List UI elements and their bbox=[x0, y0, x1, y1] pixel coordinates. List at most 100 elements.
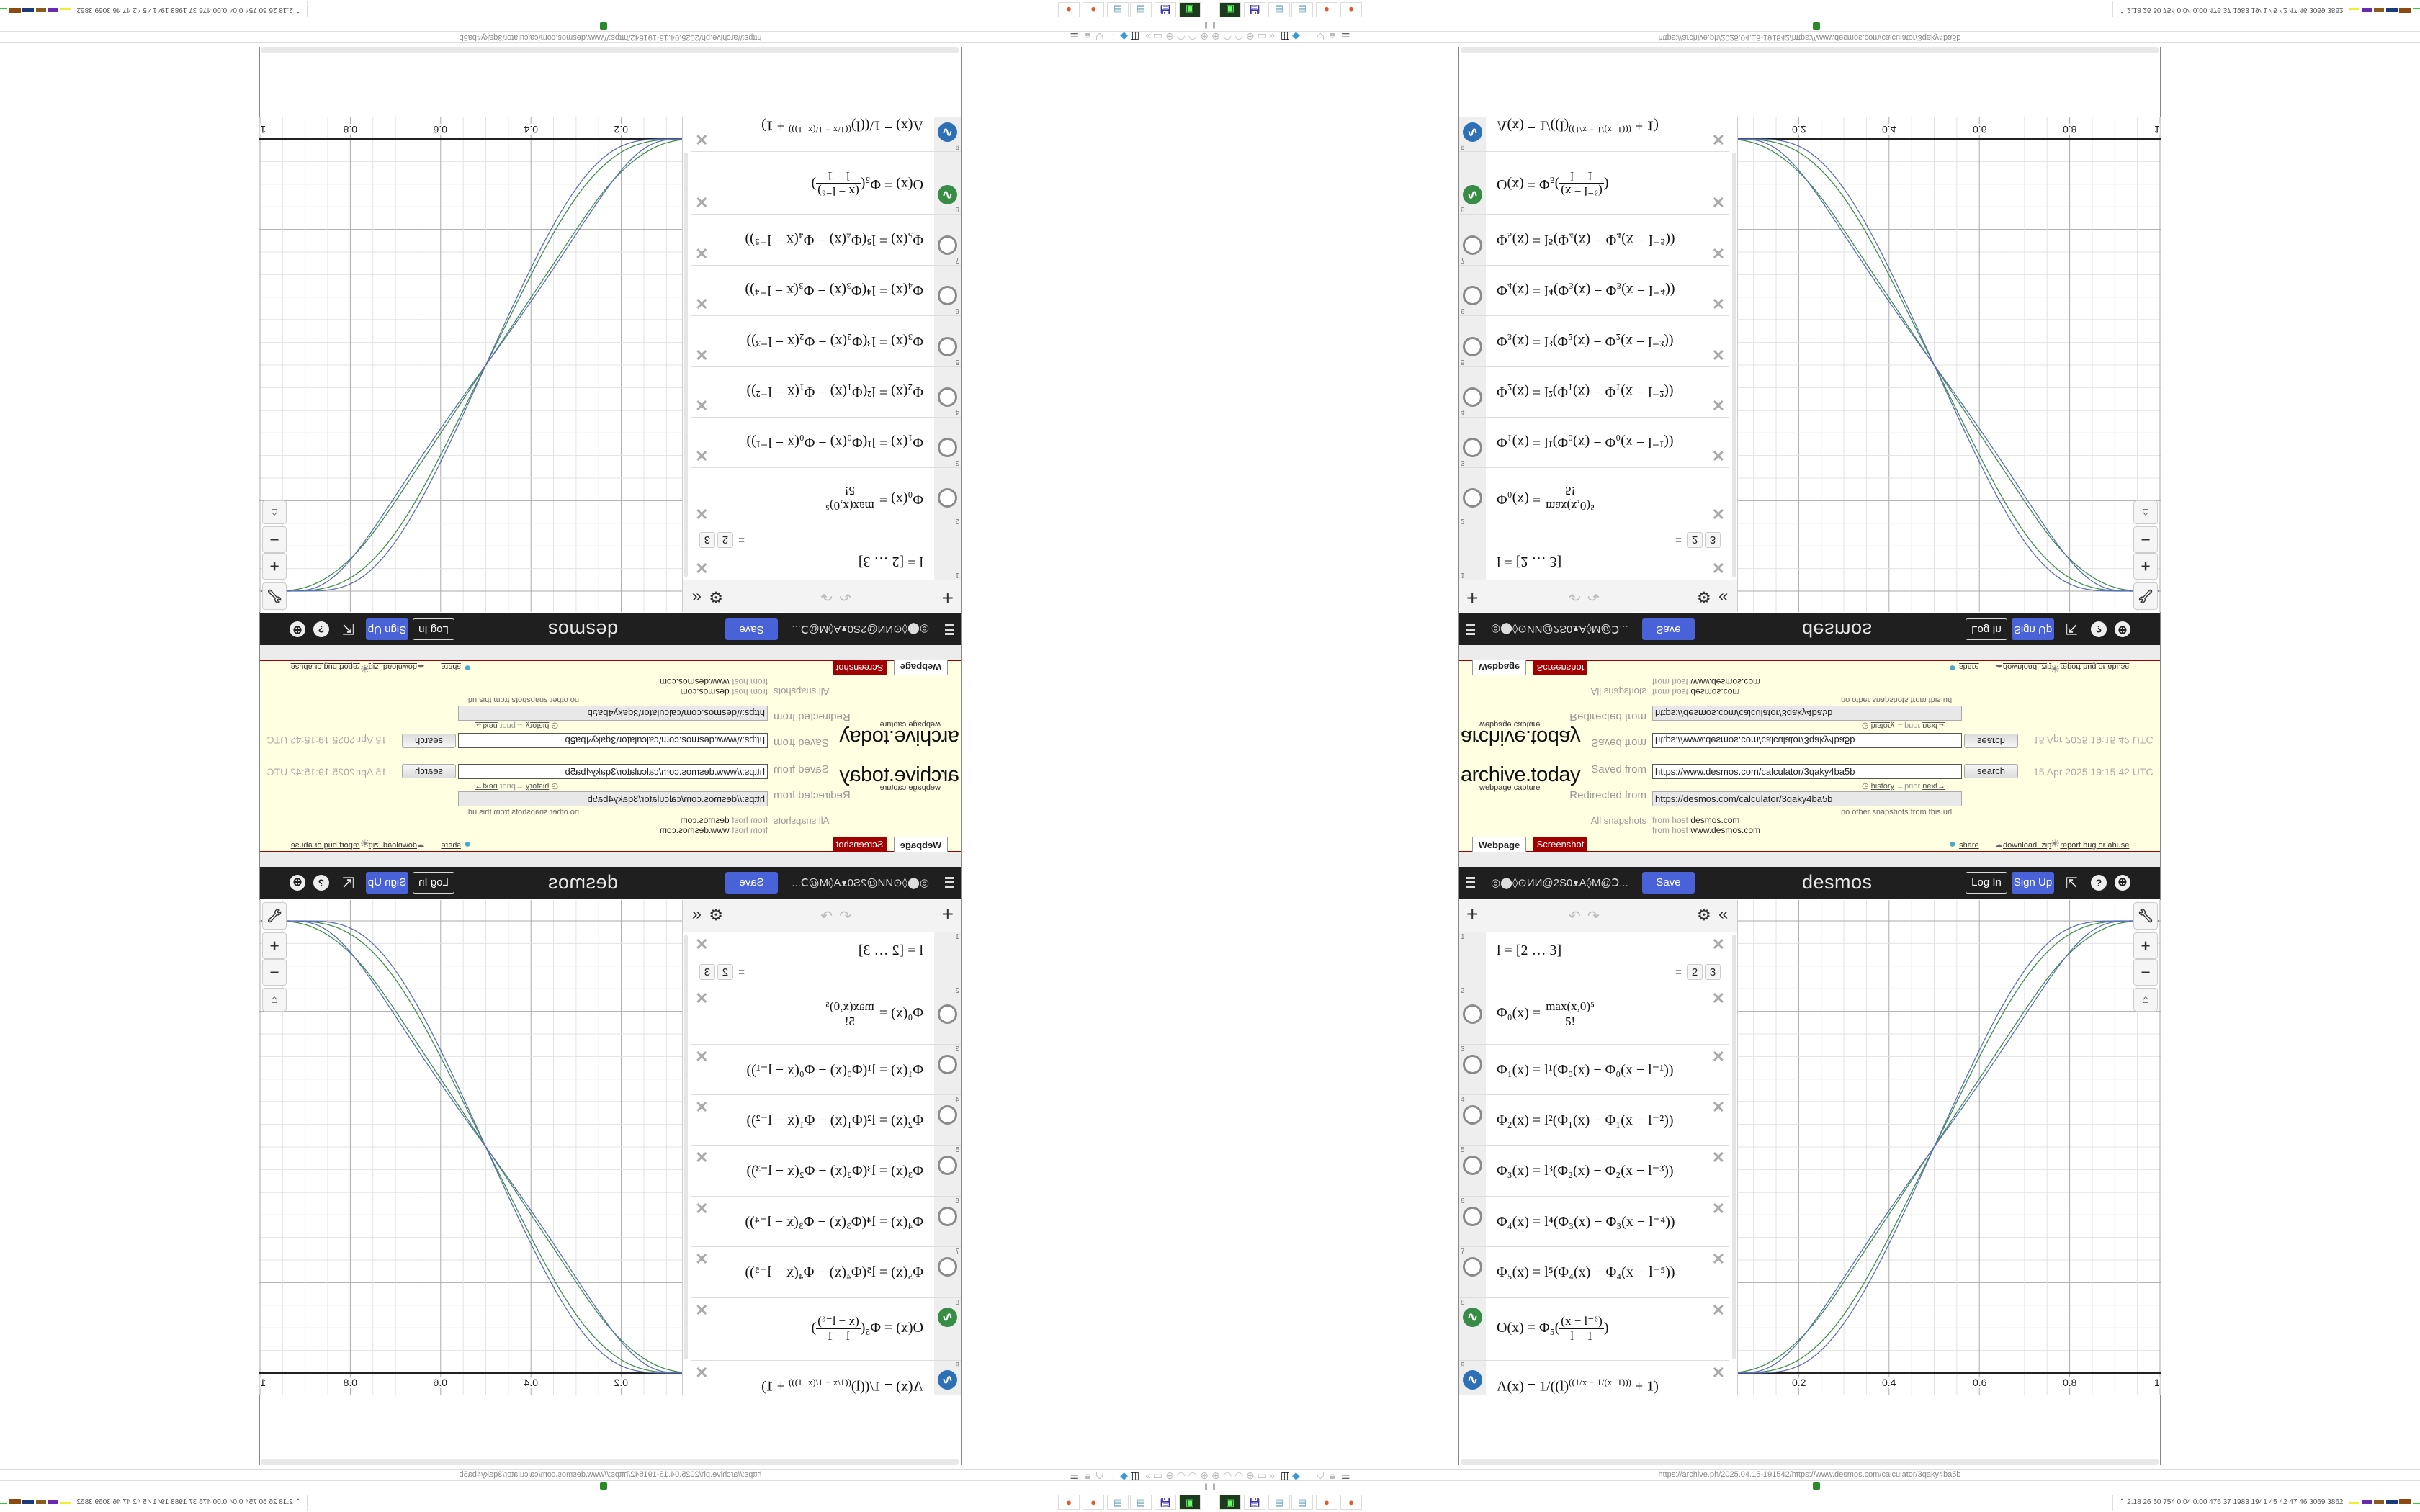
host-link-1[interactable]: from host desmos.com bbox=[681, 815, 768, 825]
expression-math[interactable]: Φ₀(x) = max(x,0)⁵ 5! bbox=[1497, 999, 1596, 1029]
delete-icon[interactable]: ✕ bbox=[695, 130, 709, 148]
floppy-icon[interactable]: 💾︎ bbox=[1244, 2, 1265, 17]
settings-gear-icon[interactable]: ⚙ bbox=[709, 588, 723, 606]
chevrons-icon[interactable]: » bbox=[1145, 31, 1151, 42]
expression-row[interactable]: 9 ∿ A(x) = 1/((l)((1/x + 1/(x−1))) + 1) ✕ bbox=[691, 1361, 961, 1395]
graph-visible-wave-icon[interactable]: ∿ bbox=[938, 185, 957, 204]
delete-icon[interactable]: ✕ bbox=[1711, 193, 1725, 211]
expression-row[interactable]: 4 Φ₂(x) = l²(Φ₁(x) − Φ₁(x − l⁻²)) ✕ bbox=[691, 1095, 961, 1146]
lock-icon[interactable]: 🔒︎ bbox=[1330, 1470, 1335, 1481]
home-icon[interactable]: ⌂ bbox=[262, 500, 287, 524]
search-button[interactable]: search bbox=[1964, 734, 2018, 748]
expression-row[interactable]: 9 ∿ A(x) = 1/((l)((1/x + 1/(x−1))) + 1) ✕ bbox=[1459, 117, 1729, 151]
download-link[interactable]: ☁download .zip bbox=[1994, 661, 2051, 674]
expression-math[interactable]: A(x) = 1/((l)((1/x + 1/(x−1))) + 1) bbox=[761, 117, 923, 135]
hidden-graph-toggle-icon[interactable] bbox=[938, 1105, 957, 1125]
saved-url-input[interactable]: https://www.desmos.com/calculator/3qaky4… bbox=[1652, 764, 1962, 779]
tab-screenshot[interactable]: Screenshot bbox=[833, 837, 887, 852]
expression-math[interactable]: Φ₁(x) = l¹(Φ₀(x) − Φ₀(x − l⁻¹)) bbox=[1497, 1062, 1674, 1078]
page-scrollbar[interactable] bbox=[1461, 47, 2159, 53]
settings-gear-icon[interactable]: ⚙ bbox=[1697, 588, 1711, 606]
expression-row[interactable]: 6 Φ₄(x) = l⁴(Φ₃(x) − Φ₃(x − l⁻⁴)) ✕ bbox=[1459, 1197, 1729, 1247]
redirected-url-input[interactable]: https://desmos.com/calculator/3qaky4ba5b bbox=[458, 791, 768, 806]
saved-url-input[interactable]: https://www.desmos.com/calculator/3qaky4… bbox=[458, 764, 768, 779]
firefox-icon[interactable]: ● bbox=[1058, 1495, 1080, 1510]
graph-canvas[interactable] bbox=[1738, 117, 2161, 612]
share-icon[interactable]: ⇱ bbox=[2066, 876, 2078, 891]
collapse-panel-icon[interactable]: « bbox=[691, 588, 702, 608]
expression-math[interactable]: l = [2 … 3] bbox=[858, 554, 923, 570]
splitter-handle[interactable]: ‖ bbox=[1204, 1482, 1208, 1492]
folder-icon[interactable]: ▭ bbox=[1258, 31, 1268, 42]
chevrons-icon[interactable]: » bbox=[1145, 1470, 1151, 1481]
chevron-up-icon[interactable]: ⌃ bbox=[295, 6, 301, 14]
chevrons-icon[interactable]: » bbox=[1269, 31, 1275, 42]
trash-icon[interactable]: ▥ bbox=[1129, 31, 1139, 42]
delete-icon[interactable]: ✕ bbox=[1711, 346, 1725, 364]
expression-row[interactable]: 3 Φ₁(x) = l¹(Φ₀(x) − Φ₀(x − l⁻¹)) ✕ bbox=[1459, 1045, 1729, 1095]
redirected-url-input[interactable]: https://desmos.com/calculator/3qaky4ba5b bbox=[458, 706, 768, 721]
expression-math[interactable]: Φ₀(x) = max(x,0)⁵ 5! bbox=[824, 483, 923, 513]
graph-title[interactable]: ◎⬤⟠⊙ИИ@2S0ᴥA⟠M@Ↄ... bbox=[792, 623, 929, 635]
notepad-icon[interactable]: ▤ bbox=[1130, 2, 1152, 17]
floppy-icon[interactable]: 💾︎ bbox=[1155, 1495, 1176, 1510]
settings-gear-icon[interactable]: ⚙ bbox=[1697, 906, 1711, 924]
expression-math[interactable]: Φ₅(x) = l⁵(Φ₄(x) − Φ₄(x − l⁻⁵)) bbox=[745, 1264, 923, 1280]
expression-row[interactable]: 2 Φ₀(x) = max(x,0)⁵ 5! ✕ bbox=[691, 467, 961, 526]
globe-icon[interactable]: ⊕ bbox=[1211, 1470, 1220, 1481]
graph-paper[interactable]: 0.2 0.4 0.6 0.8 1 🔧︎ + − ⌂ bbox=[1738, 117, 2161, 612]
expression-row[interactable]: 2 Φ₀(x) = max(x,0)⁵ 5! ✕ bbox=[691, 986, 961, 1045]
redo-icon[interactable]: ↷ bbox=[820, 909, 833, 924]
delete-icon[interactable]: ✕ bbox=[695, 346, 709, 364]
walker-icon[interactable]: ◆ bbox=[1120, 1470, 1128, 1481]
sliders-icon[interactable]: ⚌ bbox=[1070, 31, 1079, 42]
help-icon[interactable]: ? bbox=[313, 875, 329, 891]
search-button[interactable]: search bbox=[402, 764, 456, 778]
delete-icon[interactable]: ✕ bbox=[695, 1048, 709, 1066]
splitter-handle[interactable]: ‖ bbox=[1204, 20, 1208, 30]
expression-row[interactable]: 4 Φ₂(x) = l²(Φ₁(x) − Φ₁(x − l⁻²)) ✕ bbox=[1459, 366, 1729, 417]
tab-webpage[interactable]: Webpage bbox=[1472, 660, 1526, 675]
hidden-graph-toggle-icon[interactable] bbox=[1463, 286, 1482, 305]
page-scrollbar[interactable] bbox=[261, 1459, 959, 1465]
expression-math[interactable]: Φ₀(x) = max(x,0)⁵ 5! bbox=[1497, 483, 1596, 513]
lock-icon[interactable]: 🔒︎ bbox=[1330, 31, 1335, 42]
zoom-in-button[interactable]: + bbox=[2133, 932, 2158, 959]
signup-button[interactable]: Sign Up bbox=[2012, 618, 2054, 640]
host-link-1[interactable]: from host desmos.com bbox=[681, 687, 768, 697]
home-icon[interactable]: ⌂ bbox=[262, 988, 287, 1012]
expression-math[interactable]: Φ₅(x) = l⁵(Φ₄(x) − Φ₄(x − l⁻⁵)) bbox=[1497, 232, 1675, 248]
folder-icon[interactable]: ▭ bbox=[1258, 1470, 1268, 1481]
speed-icon[interactable]: ◠ bbox=[1234, 31, 1244, 42]
drive-icon[interactable]: ▣ bbox=[1219, 2, 1241, 17]
expression-row[interactable]: 4 Φ₂(x) = l²(Φ₁(x) − Φ₁(x − l⁻²)) ✕ bbox=[691, 366, 961, 417]
delete-icon[interactable]: ✕ bbox=[695, 294, 709, 312]
graph-visible-wave-icon[interactable]: ∿ bbox=[1463, 122, 1482, 142]
delete-icon[interactable]: ✕ bbox=[1711, 1148, 1725, 1166]
share-link[interactable]: ● share bbox=[1949, 838, 1979, 851]
host-link-2[interactable]: from host www.desmos.com bbox=[660, 825, 768, 835]
sliders-icon[interactable]: ⚌ bbox=[1070, 1470, 1079, 1481]
page-scrollbar[interactable] bbox=[261, 47, 959, 53]
notepad-icon[interactable]: ▤ bbox=[1107, 2, 1129, 17]
graph-canvas[interactable] bbox=[259, 900, 682, 1395]
graph-title[interactable]: ◎⬤⟠⊙ИИ@2S0ᴥA⟠M@Ↄ... bbox=[1491, 877, 1628, 889]
globe-icon[interactable]: ⊕ bbox=[290, 621, 305, 637]
expression-math[interactable]: l = [2 … 3] bbox=[858, 942, 923, 958]
menu-icon[interactable] bbox=[1466, 877, 1475, 888]
signup-button[interactable]: Sign Up bbox=[366, 872, 408, 894]
graph-title[interactable]: ◎⬤⟠⊙ИИ@2S0ᴥA⟠M@Ↄ... bbox=[1491, 623, 1628, 635]
globe-icon[interactable]: ⊕ bbox=[2115, 621, 2130, 637]
hidden-graph-toggle-icon[interactable] bbox=[938, 235, 957, 255]
share-link[interactable]: ● share bbox=[441, 838, 471, 851]
expression-row[interactable]: 3 Φ₁(x) = l¹(Φ₀(x) − Φ₀(x − l⁻¹)) ✕ bbox=[1459, 417, 1729, 467]
speed-icon[interactable]: ◠ bbox=[1176, 31, 1186, 42]
speed-icon[interactable]: ◠ bbox=[1234, 1470, 1244, 1481]
menu-icon[interactable] bbox=[1466, 624, 1475, 635]
shield-icon[interactable]: ⛉ bbox=[1317, 1470, 1325, 1481]
delete-icon[interactable]: ✕ bbox=[1711, 559, 1725, 577]
notepad-icon[interactable]: ▤ bbox=[1291, 2, 1313, 17]
speed-icon[interactable]: ◠ bbox=[1176, 1470, 1186, 1481]
chevron-up-icon[interactable]: ⌃ bbox=[2119, 6, 2125, 14]
expression-math[interactable]: Φ₃(x) = l³(Φ₂(x) − Φ₂(x − l⁻³)) bbox=[1497, 333, 1674, 349]
